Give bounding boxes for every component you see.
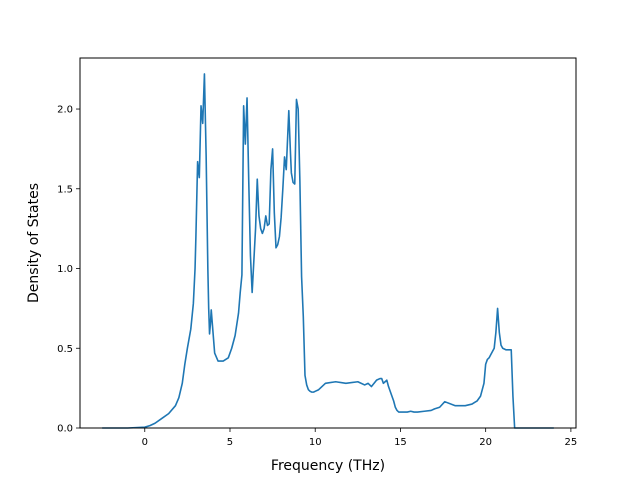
x-tick-label: 5 (227, 437, 233, 448)
y-axis-label: Density of States (26, 183, 42, 303)
x-tick-label: 15 (394, 437, 407, 448)
y-tick-label: 2.0 (57, 105, 73, 116)
y-tick-label: 0.5 (57, 344, 73, 355)
axes-frame (79, 57, 577, 429)
x-axis-label: Frequency (THz) (271, 458, 385, 474)
x-tick-label: 20 (479, 437, 492, 448)
plot-area (102, 73, 554, 429)
y-tick-label: 1.5 (57, 184, 73, 195)
x-tick-label: 10 (309, 437, 322, 448)
series-line-0 (102, 73, 554, 429)
y-axis-ticks: 0.0 0.5 1.0 1.5 2.0 (57, 105, 80, 435)
x-tick-label: 0 (142, 437, 148, 448)
x-tick-label: 25 (565, 437, 578, 448)
x-axis-ticks: 0 5 10 15 20 25 (142, 428, 578, 448)
y-tick-label: 1.0 (57, 264, 73, 275)
y-tick-label: 0.0 (57, 424, 73, 435)
